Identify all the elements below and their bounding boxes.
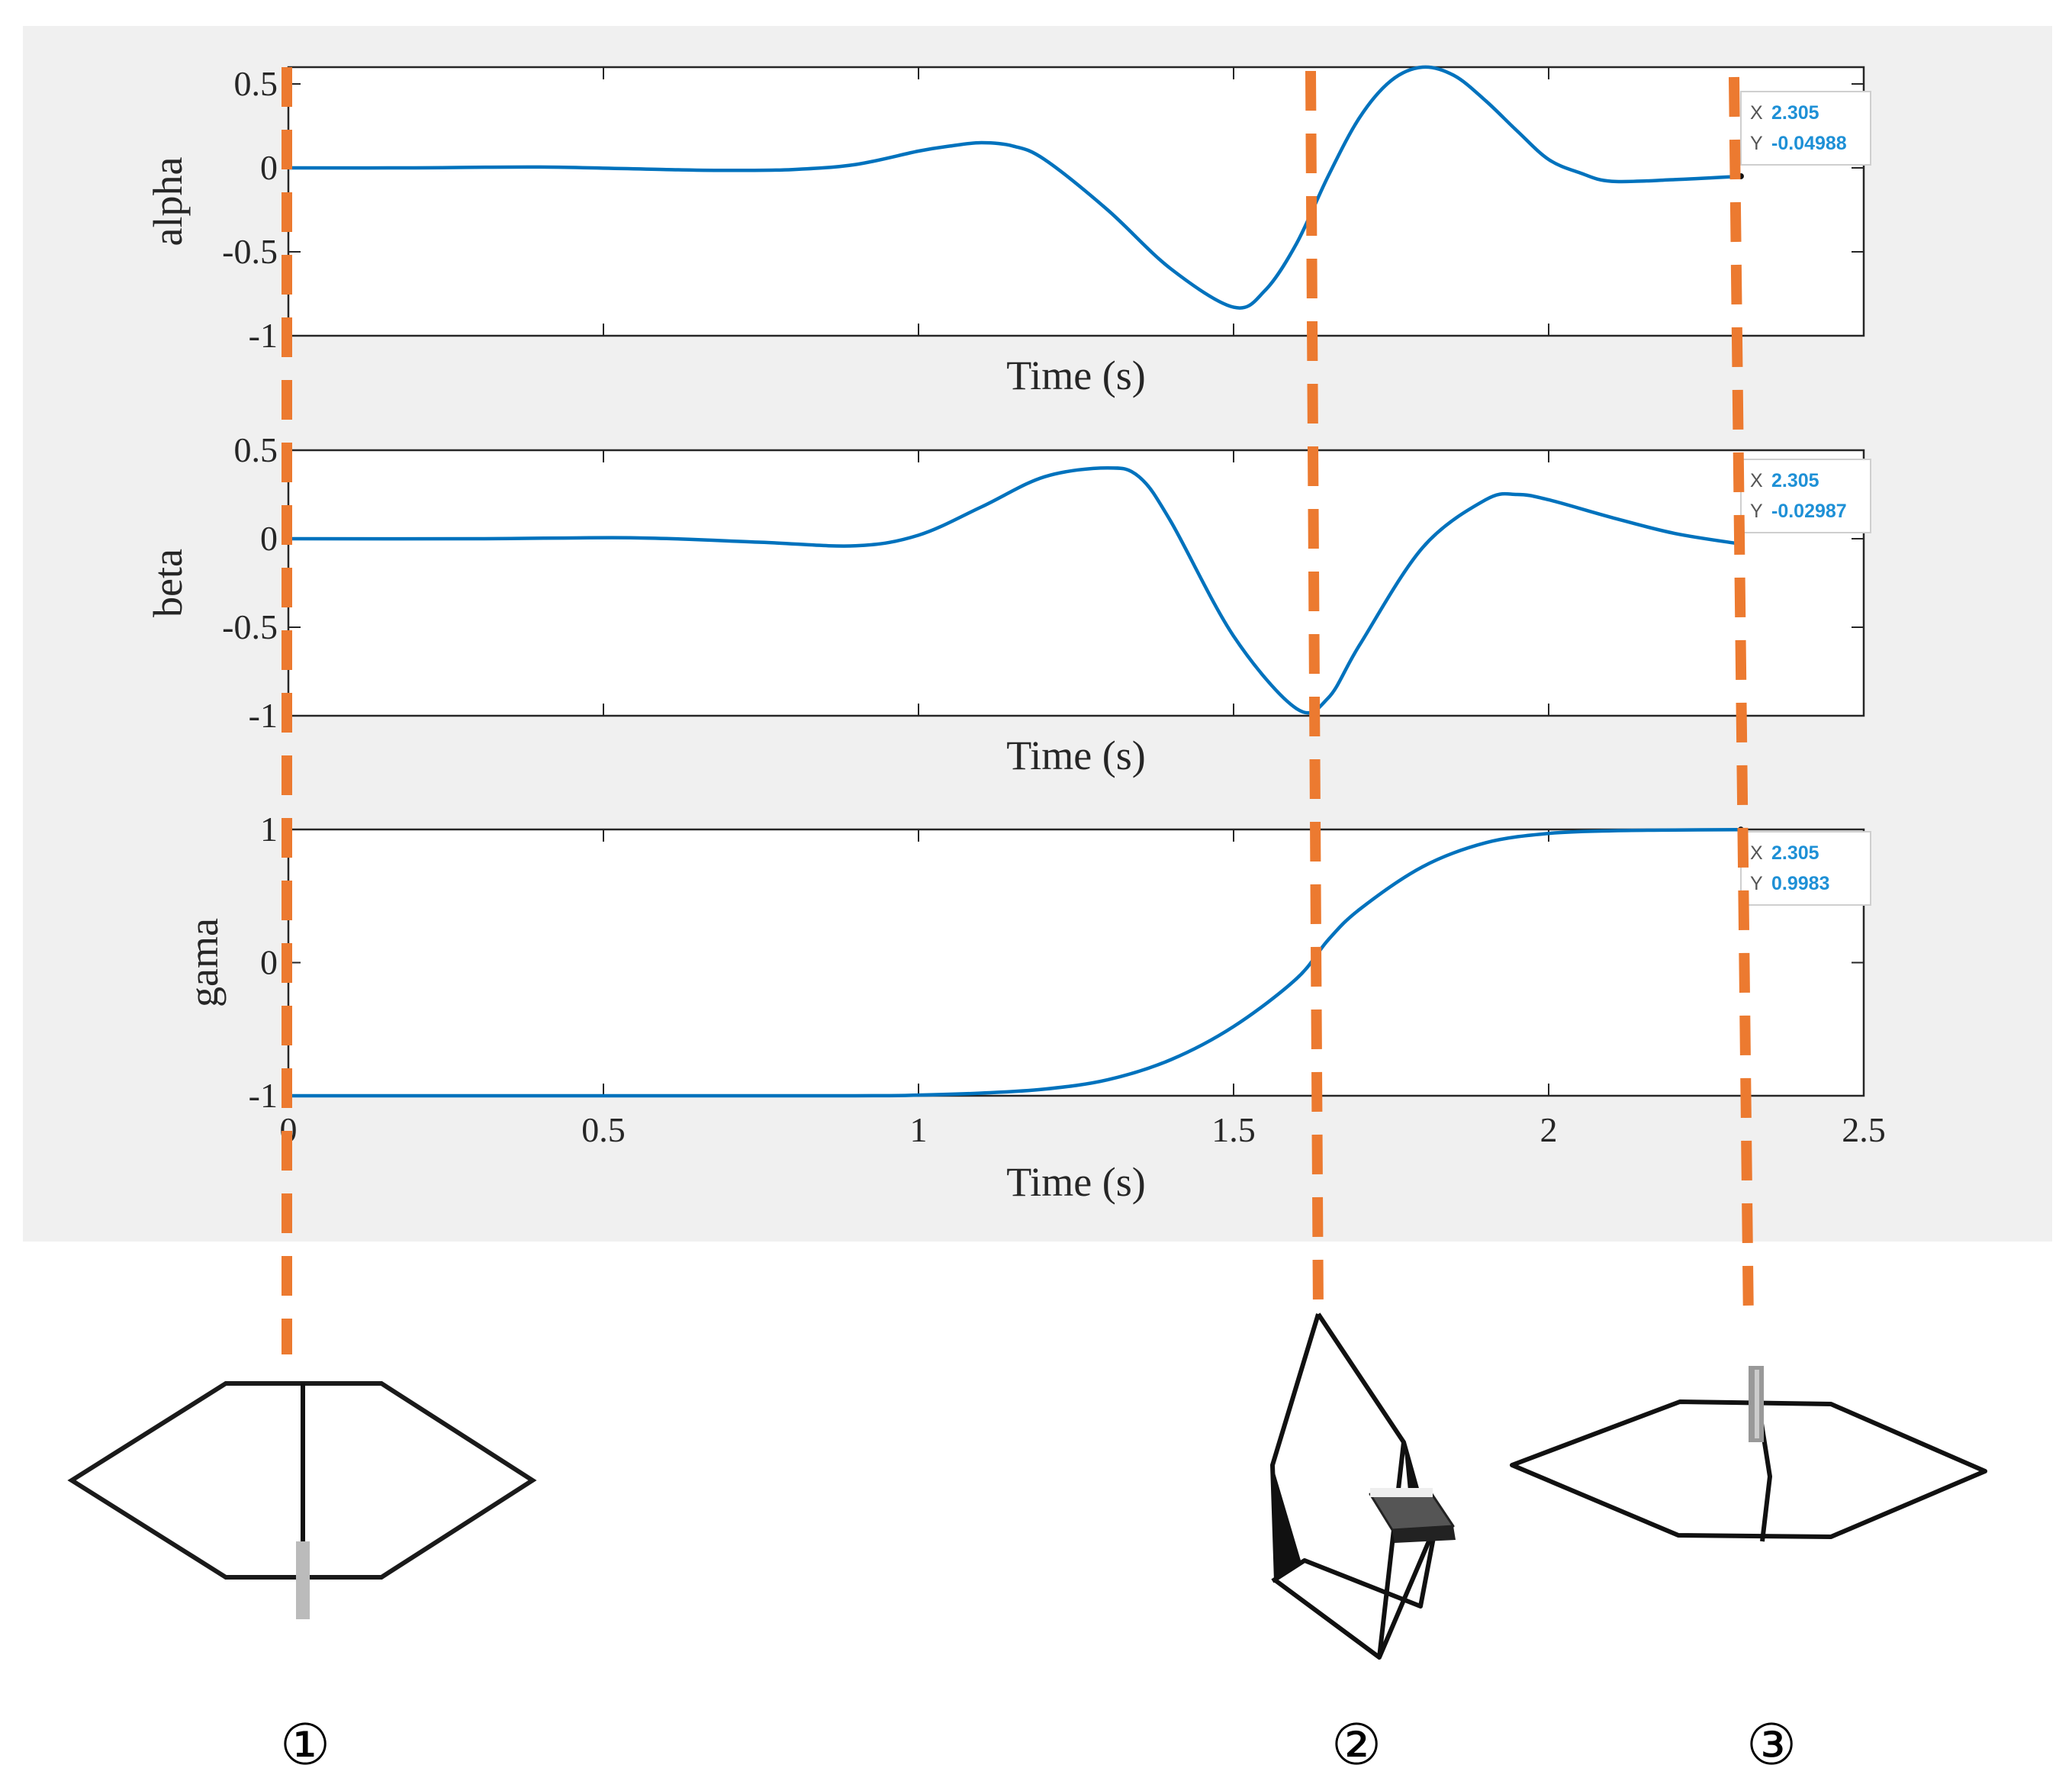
block-side bbox=[1392, 1526, 1456, 1543]
marker-2: ② bbox=[1331, 1712, 1382, 1778]
y-tick-label: -1 bbox=[249, 1076, 278, 1115]
plot-area bbox=[287, 828, 1865, 1097]
datatip-x-value: 2.305 bbox=[1771, 102, 1819, 124]
hexagon-frame-1 bbox=[67, 1381, 537, 1580]
plot-area bbox=[287, 66, 1865, 337]
y-axis-label: beta bbox=[145, 549, 191, 617]
y-tick-label: -1 bbox=[249, 696, 278, 735]
x-axis-label: Time (s) bbox=[1006, 353, 1146, 398]
datatip: X 2.305 Y -0.02987 bbox=[1740, 459, 1871, 533]
plot-area bbox=[287, 449, 1865, 717]
datatip-y-value: -0.02987 bbox=[1771, 501, 1847, 522]
markers: ① ② ③ bbox=[280, 1712, 1797, 1778]
folded-frame-outer bbox=[1270, 1312, 1433, 1660]
y-tick-label: -0.5 bbox=[222, 607, 278, 646]
datatip: X 2.305 Y 0.9983 bbox=[1740, 831, 1871, 906]
x-axis-label: Time (s) bbox=[1006, 733, 1146, 778]
datatip-x-value: 2.305 bbox=[1771, 842, 1819, 864]
x-tick-label: 1 bbox=[910, 1110, 928, 1149]
datatip-y-key: Y bbox=[1750, 873, 1763, 894]
actuator-3-highlight bbox=[1755, 1370, 1759, 1438]
y-tick-label: -0.5 bbox=[222, 232, 278, 271]
x-tick-label: 2.5 bbox=[1842, 1110, 1886, 1149]
x-tick-label: 2 bbox=[1540, 1110, 1558, 1149]
y-axis-label: alpha bbox=[145, 157, 191, 246]
marker-1: ① bbox=[280, 1712, 330, 1778]
folded-frame-strut bbox=[1377, 1441, 1406, 1658]
datatip-box bbox=[1740, 831, 1871, 906]
x-axis-label: Time (s) bbox=[1006, 1159, 1146, 1205]
y-tick-label: 0 bbox=[260, 943, 278, 982]
y-tick-label: 0 bbox=[260, 148, 278, 187]
chart-panel-1: 0.5 0 -0.5 -1 Time (s) alpha X 2.305 Y -0.04988 bbox=[145, 64, 1871, 398]
guide-line-2 bbox=[1305, 70, 1324, 1315]
folded-panel-dark bbox=[1272, 1465, 1301, 1581]
series-line-1 bbox=[288, 828, 1741, 1098]
datatip-y-key: Y bbox=[1750, 501, 1763, 522]
orange-guide-lines bbox=[282, 67, 1754, 1354]
marker-3: ③ bbox=[1746, 1712, 1797, 1778]
datatip-y-value: -0.04988 bbox=[1771, 133, 1847, 154]
datatip: X 2.305 Y -0.04988 bbox=[1740, 91, 1871, 166]
datatip-y-value: 0.9983 bbox=[1771, 873, 1829, 894]
datatip-y-key: Y bbox=[1750, 133, 1763, 154]
y-axis-label: gama bbox=[181, 918, 227, 1007]
series-line-1 bbox=[288, 465, 1742, 715]
x-tick-label: 1.5 bbox=[1211, 1110, 1256, 1149]
chart-panel-2: 0.5 0 -0.5 -1 Time (s) beta X 2.305 Y -0.02987 bbox=[145, 430, 1871, 778]
datatip-x-key: X bbox=[1750, 102, 1763, 124]
illustration-3 bbox=[1510, 1366, 1987, 1542]
datatip-box bbox=[1740, 91, 1871, 166]
datatip-box bbox=[1740, 459, 1871, 533]
actuator-1 bbox=[296, 1541, 310, 1619]
guide-line-3 bbox=[1729, 76, 1754, 1326]
x-tick-label: 0.5 bbox=[581, 1110, 626, 1149]
datatip-x-key: X bbox=[1750, 842, 1763, 864]
y-tick-label: 0 bbox=[260, 519, 278, 558]
y-tick-label: 0.5 bbox=[234, 64, 278, 103]
y-tick-label: 1 bbox=[260, 810, 278, 849]
y-tick-label: 0.5 bbox=[234, 430, 278, 469]
illustration-1 bbox=[67, 1381, 537, 1619]
folded-frame-inner bbox=[1271, 1533, 1437, 1609]
hexagon-frame-3 bbox=[1510, 1399, 1987, 1539]
block-top bbox=[1369, 1490, 1455, 1531]
block-highlight bbox=[1370, 1488, 1433, 1497]
illustration-2 bbox=[1270, 1312, 1456, 1660]
series-line-1 bbox=[288, 65, 1742, 310]
datatip-x-value: 2.305 bbox=[1771, 470, 1819, 491]
datatip-x-key: X bbox=[1750, 470, 1763, 491]
y-tick-label: -1 bbox=[249, 316, 278, 355]
